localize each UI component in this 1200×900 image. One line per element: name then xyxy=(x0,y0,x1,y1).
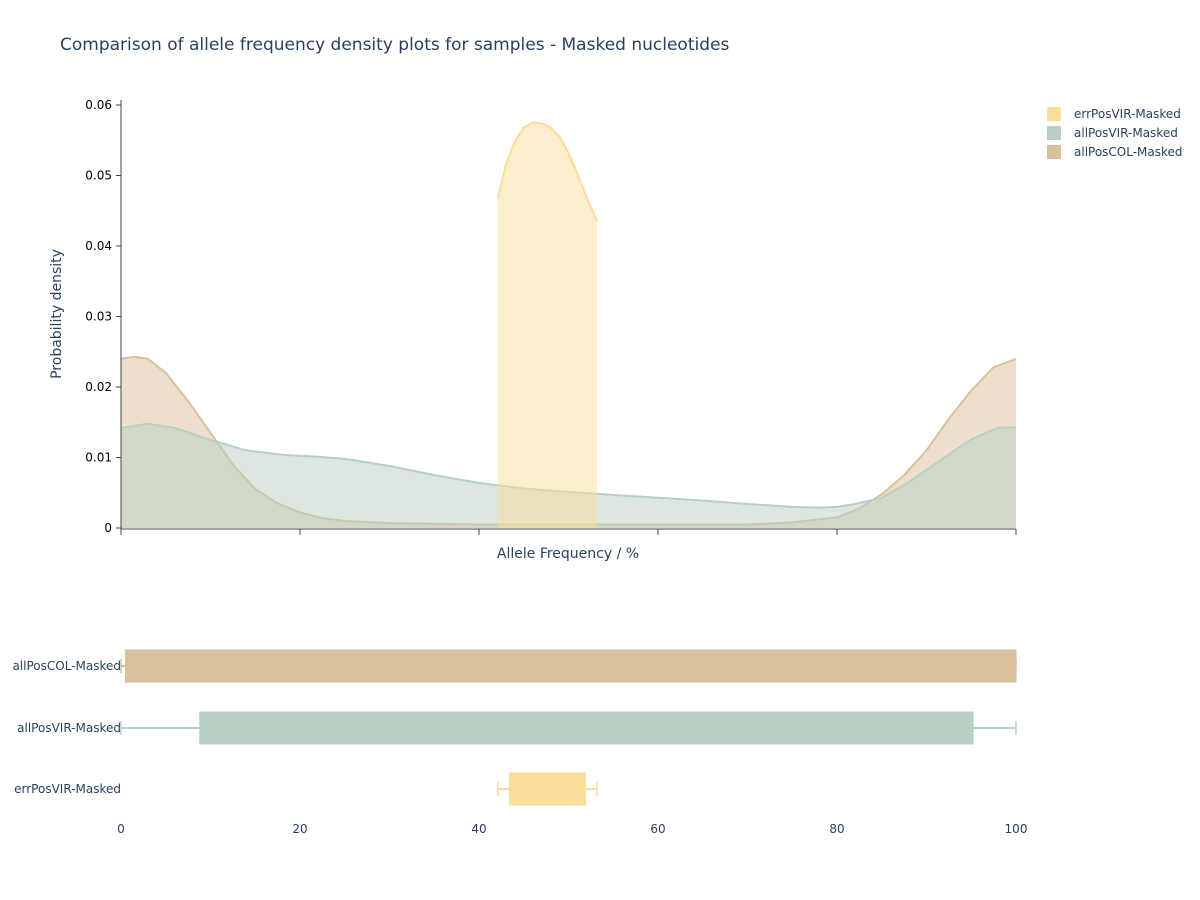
box-allposcol-masked: allPosCOL-Masked xyxy=(12,649,1017,683)
legend-item[interactable]: errPosVIR-Masked xyxy=(1047,107,1181,121)
box-category-label: errPosVIR-Masked xyxy=(14,782,121,796)
box-x-tick-label: 60 xyxy=(650,822,665,836)
density-area-allposvir-masked xyxy=(121,423,1016,528)
density-y-axis-title: Probability density xyxy=(49,249,65,379)
density-y-tick-label: 0.04 xyxy=(85,239,112,253)
density-y-tick-label: 0 xyxy=(104,521,112,535)
box-x-tick-label: 100 xyxy=(1005,822,1028,836)
density-line-allposvir-masked xyxy=(120,422,1017,509)
legend: errPosVIR-Masked allPosVIR-Masked allPosCO… xyxy=(1047,107,1183,159)
legend-label: allPosCOL-Masked xyxy=(1074,145,1183,159)
box-category-label: allPosVIR-Masked xyxy=(17,721,121,735)
density-y-tick-label: 0.05 xyxy=(85,169,112,183)
legend-swatch xyxy=(1047,145,1061,159)
density-y-tick-label: 0.01 xyxy=(85,451,112,465)
density-area-errposvir-masked xyxy=(497,122,598,528)
box-iqr xyxy=(124,649,1017,683)
density-y-tick-label: 0.03 xyxy=(85,310,112,324)
box-x-tick-label: 0 xyxy=(117,822,125,836)
box-errposvir-masked: errPosVIR-Masked xyxy=(14,772,598,806)
box-allposvir-masked: allPosVIR-Masked xyxy=(17,711,1017,745)
box-iqr xyxy=(508,772,587,806)
box-plot: allPosCOL-Masked allPosVIR-Masked errPosVI… xyxy=(12,649,1027,836)
density-line-errposvir-masked xyxy=(496,121,599,222)
legend-swatch xyxy=(1047,126,1061,140)
density-y-ticks: 0 0.01 0.02 0.03 0.04 0.05 0.06 xyxy=(85,98,121,535)
density-y-tick-label: 0.02 xyxy=(85,380,112,394)
box-x-ticks: 0 20 40 60 80 100 xyxy=(117,822,1027,836)
box-x-tick-label: 40 xyxy=(471,822,486,836)
box-category-label: allPosCOL-Masked xyxy=(12,659,121,673)
legend-swatch xyxy=(1047,107,1061,121)
density-plot: 0 0.01 0.02 0.03 0.04 0.05 0.06 Allele Frequen… xyxy=(49,98,1017,562)
density-y-tick-label: 0.06 xyxy=(85,98,112,112)
box-x-tick-label: 80 xyxy=(829,822,844,836)
legend-label: allPosVIR-Masked xyxy=(1074,126,1178,140)
density-areas xyxy=(120,121,1017,528)
density-x-ticks xyxy=(120,529,1017,535)
chart-title: Comparison of allele frequency density p… xyxy=(60,35,729,55)
legend-item[interactable]: allPosCOL-Masked xyxy=(1047,145,1183,159)
legend-label: errPosVIR-Masked xyxy=(1074,107,1181,121)
box-iqr xyxy=(199,711,974,745)
box-x-tick-label: 20 xyxy=(292,822,307,836)
legend-item[interactable]: allPosVIR-Masked xyxy=(1047,126,1178,140)
density-x-axis-title: Allele Frequency / % xyxy=(497,546,639,562)
box-series: allPosCOL-Masked allPosVIR-Masked errPosVI… xyxy=(12,649,1017,806)
